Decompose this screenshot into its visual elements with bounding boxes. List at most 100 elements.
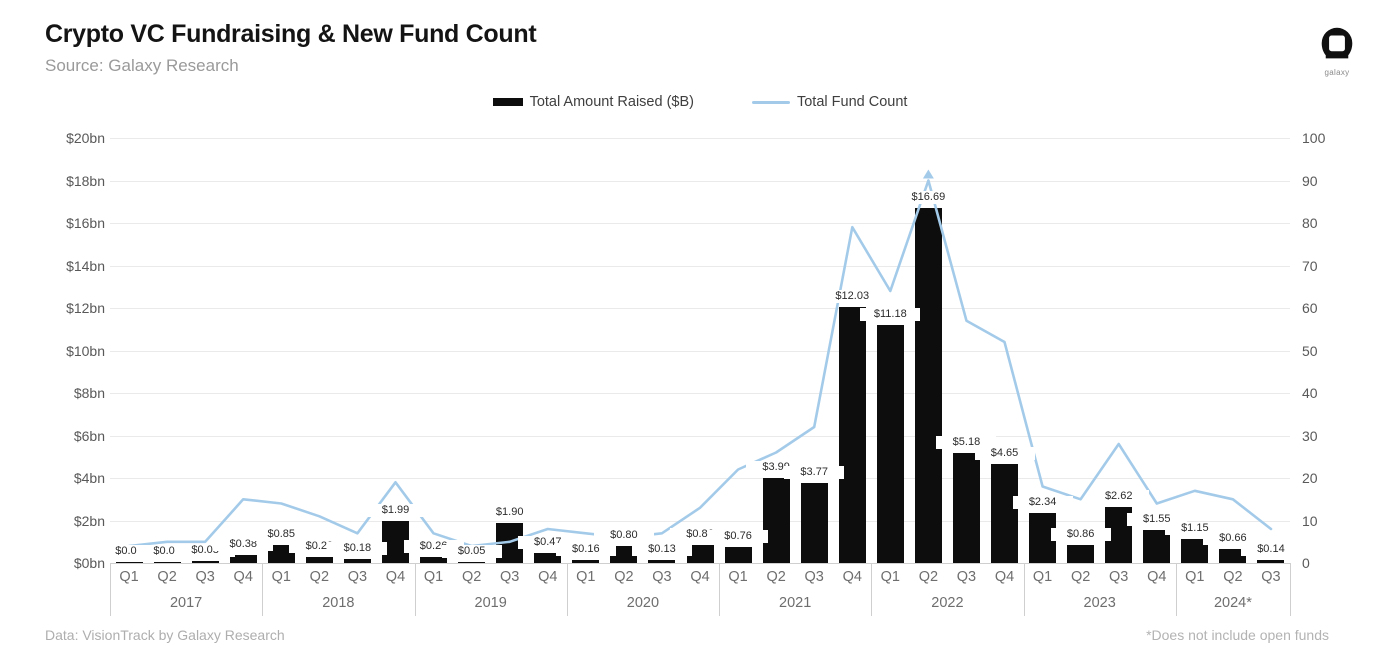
y-axis-left-tick: $14bn	[66, 257, 105, 274]
year-separator	[566, 563, 568, 616]
y-axis-left-tick: $8bn	[73, 385, 105, 401]
line-swatch-icon	[751, 100, 790, 104]
year-label: 2019	[474, 595, 507, 611]
quarter-label: Q3	[1261, 569, 1281, 585]
bar	[952, 452, 980, 563]
bar-value-label: $0.38	[213, 537, 274, 551]
quarter-label: Q1	[271, 569, 291, 585]
bar	[914, 208, 942, 563]
legend-label: Total Fund Count	[796, 94, 908, 110]
quarter-label: Q2	[766, 569, 786, 585]
bar-value-label: $11.18	[860, 308, 921, 322]
bar-value-label: $1.90	[479, 505, 540, 519]
quarter-label: Q2	[918, 569, 939, 585]
quarter-label: Q3	[347, 569, 368, 585]
bar-value-label: $1.99	[365, 503, 426, 517]
quarter-label: Q2	[1223, 569, 1243, 585]
bar-value-label: $0.66	[1202, 531, 1263, 545]
quarter-label: Q1	[576, 569, 596, 585]
bar	[229, 554, 257, 563]
chart-legend: Total Amount Raised ($B) Total Fund Coun…	[110, 94, 1290, 110]
year-label: 2020	[626, 595, 660, 611]
bar-value-label: $1.15	[1164, 521, 1225, 535]
y-axis-right-tick: 20	[1302, 470, 1318, 486]
chart-subtitle: Source: Galaxy Research	[45, 56, 239, 75]
quarter-label: Q4	[385, 569, 406, 585]
year-label: 2022	[931, 595, 964, 611]
year-label: 2017	[169, 595, 203, 611]
galaxy-logo-label: galaxy	[1324, 68, 1350, 77]
quarter-label: Q1	[119, 569, 139, 585]
quarter-label: Q3	[652, 569, 672, 585]
gridline	[110, 563, 1290, 564]
quarter-label: Q2	[157, 569, 177, 585]
bar	[267, 544, 295, 563]
bar	[724, 546, 752, 563]
data-source-note: Data: VisionTrack by Galaxy Research	[45, 627, 285, 643]
legend-item-fund-count: Total Fund Count	[751, 94, 908, 110]
quarter-label: Q4	[233, 569, 253, 585]
y-axis-left-tick: $12bn	[66, 300, 105, 316]
bar-value-label: $3.77	[784, 465, 845, 479]
year-label: 2021	[779, 595, 812, 611]
y-axis-left-tick: $18bn	[66, 172, 105, 189]
bar	[305, 556, 333, 563]
bar-value-label: $0.05	[441, 544, 502, 558]
gridline	[110, 435, 1290, 437]
bar	[838, 307, 866, 563]
bar	[458, 561, 486, 563]
y-axis-right-tick: 70	[1302, 257, 1318, 274]
bar	[610, 546, 638, 563]
open-funds-footnote: *Does not include open funds	[1146, 627, 1329, 643]
bar-swatch-icon	[492, 98, 523, 106]
bar	[762, 478, 790, 563]
quarter-label: Q4	[690, 569, 710, 585]
quarter-label: Q3	[804, 569, 824, 585]
y-axis-right-tick: 100	[1302, 130, 1326, 146]
legend-label: Total Amount Raised ($B)	[529, 94, 694, 110]
gridline	[110, 478, 1290, 479]
quarter-label: Q3	[1109, 569, 1129, 585]
year-separator	[262, 563, 264, 616]
gridline	[110, 180, 1290, 182]
quarter-label: Q1	[880, 569, 900, 585]
bar-value-label: $5.18	[936, 435, 997, 449]
bar-value-label: $0.16	[555, 542, 616, 556]
bar-value-label: $0.76	[708, 529, 769, 543]
bar-value-label: $12.03	[822, 290, 883, 304]
bar	[534, 553, 562, 563]
quarter-label: Q4	[842, 569, 862, 585]
y-axis-right-tick: 80	[1302, 215, 1318, 231]
y-axis-left-tick: $16bn	[66, 215, 105, 231]
bar-value-label: $0.18	[327, 542, 388, 556]
gridline	[110, 350, 1290, 352]
year-separator	[1175, 563, 1177, 616]
bar-value-label: $4.65	[974, 447, 1035, 461]
y-axis-left-tick: $20bn	[66, 130, 105, 146]
bar	[1143, 530, 1171, 563]
year-separator	[719, 563, 721, 616]
gridline	[110, 223, 1290, 224]
gridline	[110, 393, 1290, 394]
y-axis-right-tick: 60	[1302, 300, 1318, 316]
y-axis-right-tick: 90	[1302, 172, 1318, 189]
y-axis-right-tick: 0	[1302, 555, 1310, 571]
year-label: 2024*	[1213, 595, 1252, 611]
quarter-label: Q1	[1032, 569, 1053, 585]
bar	[153, 561, 181, 563]
gridline	[110, 265, 1290, 267]
bar	[1257, 560, 1285, 563]
quarter-label: Q4	[1147, 569, 1167, 585]
bar-value-label: $0.26	[403, 540, 464, 554]
quarter-label: Q3	[195, 569, 215, 585]
galaxy-logo: galaxy	[1316, 26, 1358, 77]
bar	[800, 482, 828, 563]
bar-value-label: $0.85	[251, 527, 312, 541]
bar	[191, 561, 219, 563]
year-separator	[1023, 563, 1025, 616]
y-axis-left-tick: $0bn	[73, 555, 105, 571]
bar-value-label: $0.13	[631, 543, 692, 557]
y-axis-left-tick: $2bn	[73, 512, 105, 529]
year-separator	[110, 563, 111, 616]
quarter-label: Q2	[461, 569, 482, 585]
